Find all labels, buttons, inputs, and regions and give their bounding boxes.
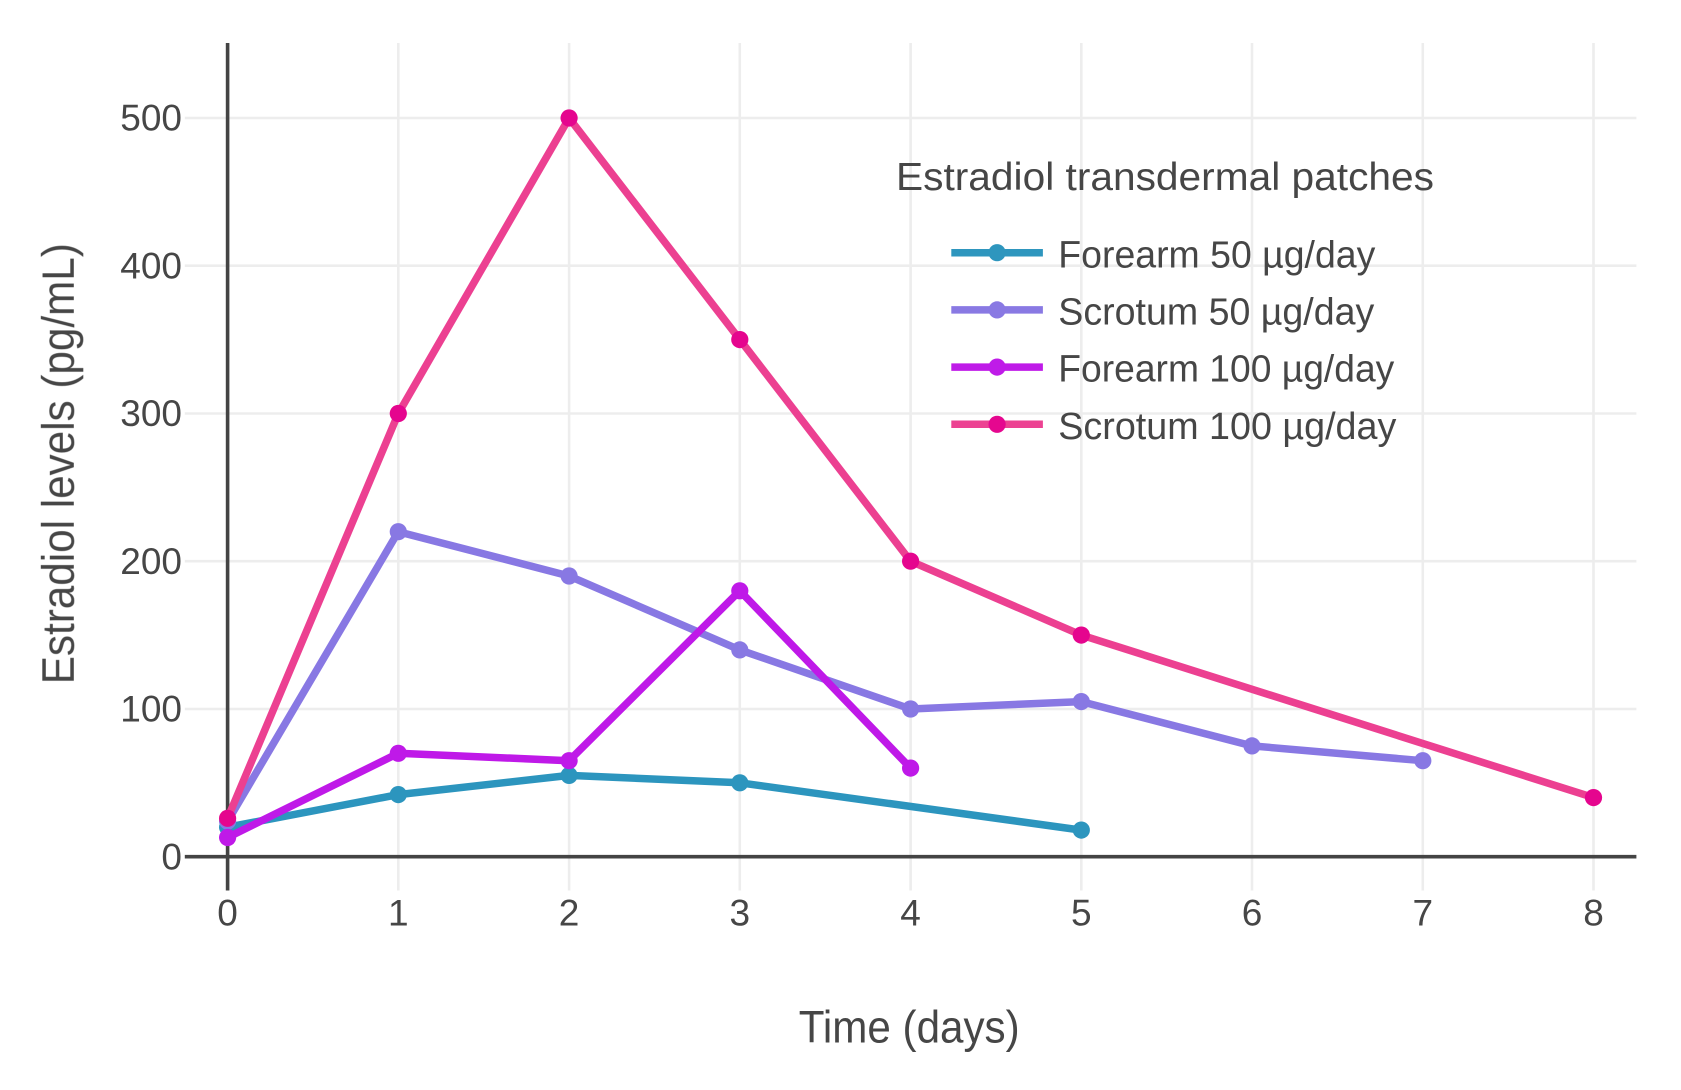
svg-text:500: 500	[120, 98, 182, 139]
svg-text:5: 5	[1071, 893, 1092, 934]
svg-text:2: 2	[559, 893, 580, 934]
svg-text:0: 0	[217, 893, 238, 934]
svg-text:Forearm 100 µg/day: Forearm 100 µg/day	[1058, 349, 1394, 391]
svg-text:Estradiol transdermal patches: Estradiol transdermal patches	[896, 156, 1434, 199]
svg-text:300: 300	[120, 393, 182, 434]
svg-text:4: 4	[900, 893, 921, 934]
svg-text:400: 400	[120, 245, 182, 286]
svg-text:Estradiol levels (pg/mL): Estradiol levels (pg/mL)	[33, 243, 84, 684]
svg-text:Scrotum 100 µg/day: Scrotum 100 µg/day	[1058, 406, 1396, 448]
svg-text:6: 6	[1242, 893, 1263, 934]
svg-text:3: 3	[730, 893, 751, 934]
svg-text:100: 100	[120, 689, 182, 730]
svg-text:1: 1	[388, 893, 409, 934]
svg-text:Time (days): Time (days)	[799, 1002, 1020, 1053]
svg-text:7: 7	[1413, 893, 1434, 934]
svg-text:8: 8	[1583, 893, 1604, 934]
svg-text:0: 0	[161, 836, 182, 877]
svg-text:200: 200	[120, 541, 182, 582]
svg-text:Forearm 50 µg/day: Forearm 50 µg/day	[1058, 234, 1375, 276]
svg-text:Scrotum 50 µg/day: Scrotum 50 µg/day	[1058, 292, 1374, 334]
